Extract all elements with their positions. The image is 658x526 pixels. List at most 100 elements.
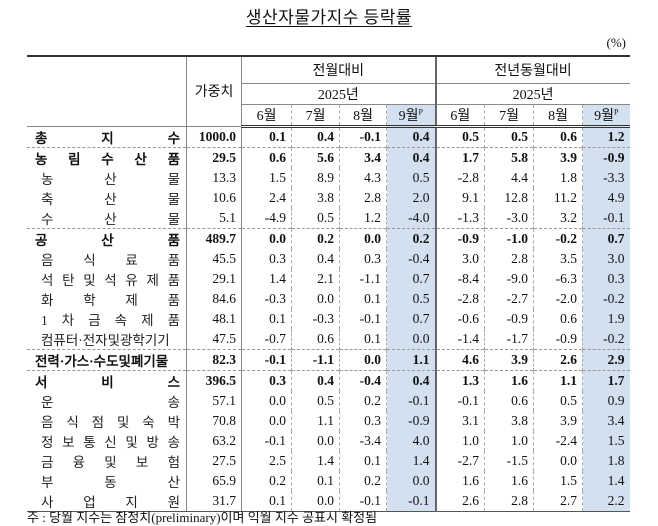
row-label: 공산품 [27, 227, 187, 249]
mom-cell: 1.4 [386, 450, 436, 471]
table-row: 화학제품 84.6-0.30.00.10.5-2.8-2.7-2.0-0.2 [27, 288, 630, 309]
mom-cell: 0.4 [291, 126, 340, 147]
mom-cell: 1.4 [241, 268, 292, 289]
yoy-cell: 3.9 [533, 410, 583, 431]
mom-cell: 0.3 [339, 410, 387, 431]
row-label-text: 1차금속제품 [41, 312, 187, 328]
table-row: 컴퓨터·전자및광학기기 47.5 -0.7 0.6 0.1 0.0 -1.4 -1.7 -0.9… [27, 328, 630, 349]
mom-cell: -0.1 [386, 490, 436, 512]
row-label-text: 농산물 [41, 171, 180, 187]
yoy-cell: -0.1 [434, 390, 485, 411]
mom-cell: 0.0 [339, 227, 387, 249]
mom-cell: 0.7 [386, 308, 436, 329]
yoy-cell: -1.3 [434, 207, 485, 228]
row-label: 농림수산품 [27, 146, 187, 168]
header-month: 6월 [241, 104, 292, 128]
weight-cell: 29.1 [186, 268, 242, 289]
yoy-cell: -0.6 [434, 308, 485, 329]
mom-cell: 8.9 [291, 167, 340, 188]
yoy-cell: 1.7 [582, 369, 630, 391]
mom-cell: 4.3 [339, 167, 387, 188]
month-label: 8월 [353, 108, 373, 124]
row-label: 1차금속제품 [27, 309, 187, 329]
mom-cell: -0.1 [339, 308, 387, 329]
row-label-text: 전력·가스·수도및폐기물 [35, 353, 169, 369]
row-label: 금융및보험 [27, 451, 187, 471]
weight-cell: 48.1 [186, 308, 242, 329]
mom-cell: 2.1 [291, 268, 340, 289]
table-row: 농산물 13.31.58.94.30.5-2.84.41.8-3.3 [27, 167, 630, 188]
weight-cell: 31.7 [186, 490, 242, 512]
table-row: 수산물 5.1-4.90.51.2-4.0-1.3-3.03.2-0.1 [27, 207, 630, 228]
preliminary-mark: P [613, 106, 619, 116]
yoy-cell: -0.9 [533, 328, 583, 349]
yoy-cell: 0.6 [484, 390, 534, 411]
weight-cell: 10.6 [186, 187, 242, 208]
month-label: 7월 [305, 108, 326, 124]
table-row: 부동산65.90.20.10.20.01.61.61.51.4 [27, 470, 630, 491]
row-label-text: 화학제품 [41, 292, 180, 308]
header-year-mom: 2025년 [241, 83, 436, 105]
weight-cell: 57.1 [186, 390, 242, 411]
mom-cell: 0.3 [339, 248, 387, 269]
header-month: 8월 [533, 104, 583, 128]
yoy-cell: 1.3 [434, 369, 485, 391]
mom-cell: 1.1 [291, 410, 340, 431]
mom-cell: 4.0 [386, 430, 436, 451]
yoy-cell: 0.6 [533, 126, 583, 147]
yoy-cell: 2.6 [533, 348, 583, 370]
row-label-text: 컴퓨터·전자및광학기기 [41, 332, 170, 348]
yoy-cell: 1.7 [434, 146, 485, 168]
mom-cell: -0.1 [339, 126, 387, 147]
row-label: 화학제품 [27, 289, 187, 309]
yoy-cell: 3.8 [484, 410, 534, 431]
header-weight: 가중치 [186, 55, 242, 127]
yoy-cell: -2.8 [434, 288, 485, 309]
yoy-cell: 1.0 [484, 430, 534, 451]
yoy-cell: -0.9 [484, 308, 534, 329]
table-row: 석탄및석유제품 29.1 1.4 2.1 -1.1 0.7 -8.4 -9.0 -6.3 0.3 [27, 268, 630, 289]
page-title: 생산자물가지수 등락률 [0, 3, 658, 28]
mom-cell: 0.1 [339, 288, 387, 309]
mom-cell: 0.0 [241, 390, 292, 411]
table-row: 서비스396.50.30.4-0.40.41.31.61.11.7 [27, 369, 630, 391]
yoy-cell: -1.0 [484, 227, 534, 249]
mom-cell: -0.3 [241, 288, 292, 309]
mom-cell: 0.1 [241, 490, 292, 512]
mom-cell: 2.0 [386, 187, 436, 208]
mom-cell: 5.6 [291, 146, 340, 168]
unit-label: (%) [606, 35, 627, 50]
yoy-cell: 0.5 [484, 126, 534, 147]
yoy-cell: 2.2 [582, 490, 630, 512]
row-label: 석탄및석유제품 [27, 269, 187, 289]
row-label-text: 사업지원 [41, 494, 180, 510]
yoy-cell: 4.9 [582, 187, 630, 208]
mom-cell: 0.0 [291, 288, 340, 309]
yoy-cell: -0.9 [582, 146, 630, 168]
mom-cell: -3.4 [339, 430, 387, 451]
row-label: 운송 [27, 391, 187, 411]
mom-cell: 0.4 [291, 248, 340, 269]
row-label-text: 정보통신및방송 [41, 434, 187, 450]
row-label: 총지수 [27, 126, 187, 147]
yoy-cell: -2.7 [434, 450, 485, 471]
row-label: 농산물 [27, 168, 187, 188]
weight-cell: 29.5 [186, 146, 242, 168]
mom-cell: 0.0 [339, 348, 387, 370]
row-label: 사업지원 [27, 490, 187, 512]
weight-cell: 13.3 [186, 167, 242, 188]
mom-cell: -0.1 [339, 490, 387, 512]
header-blank [27, 55, 187, 127]
yoy-cell: 1.5 [582, 430, 630, 451]
mom-cell: -4.9 [241, 207, 292, 228]
yoy-cell: 2.8 [484, 248, 534, 269]
mom-cell: -0.1 [386, 390, 436, 411]
mom-cell: 1.1 [386, 348, 436, 370]
yoy-cell: 0.5 [434, 126, 485, 147]
table-row: 운송57.10.00.50.2-0.1-0.10.60.50.9 [27, 390, 630, 411]
header-year-yoy: 2025년 [434, 83, 630, 105]
mom-cell: 0.0 [241, 410, 292, 431]
yoy-cell: 12.8 [484, 187, 534, 208]
mom-cell: 0.4 [291, 369, 340, 391]
yoy-cell: 2.8 [484, 490, 534, 512]
